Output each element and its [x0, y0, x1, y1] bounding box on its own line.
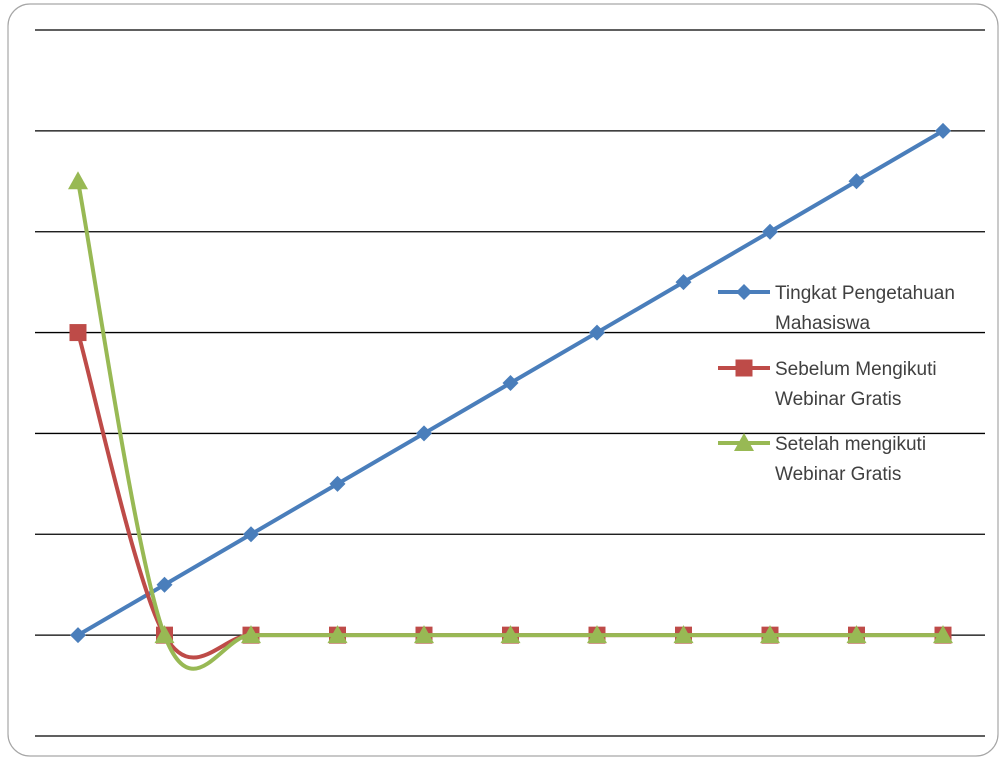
legend-label: Sebelum Mengikuti	[775, 359, 937, 380]
point-triangle	[673, 625, 694, 644]
point-square	[735, 359, 753, 377]
point-triangle	[68, 171, 88, 190]
point-diamond	[736, 284, 752, 300]
series-triangle	[68, 171, 953, 671]
point-triangle	[734, 433, 754, 451]
point-diamond	[329, 475, 346, 492]
series-diamond	[70, 122, 951, 644]
series-layer	[68, 122, 953, 671]
point-diamond	[416, 425, 432, 442]
legend-entry: Sebelum Mengikuti Webinar Gratis	[718, 359, 937, 410]
legend-entry: Tingkat Pengetahuan Mahasiswa	[718, 283, 955, 334]
point-triangle	[587, 625, 607, 644]
point-diamond	[502, 375, 519, 391]
legend-label: Webinar Gratis	[775, 464, 901, 485]
legend-entry: Setelah mengikuti Webinar Gratis	[718, 433, 926, 485]
point-diamond	[70, 627, 86, 644]
point-diamond	[848, 173, 865, 190]
point-diamond	[589, 324, 605, 341]
legend-label: Webinar Gratis	[775, 389, 901, 410]
point-triangle	[154, 625, 175, 644]
point-triangle	[327, 625, 348, 644]
point-diamond	[762, 223, 778, 240]
legend-label: Setelah mengikuti	[775, 434, 926, 455]
legend-label: Tingkat Pengetahuan	[775, 283, 955, 304]
point-triangle	[500, 625, 521, 644]
point-diamond	[156, 576, 173, 593]
point-triangle	[414, 625, 434, 644]
point-diamond	[935, 122, 951, 139]
point-triangle	[760, 625, 780, 644]
point-diamond	[675, 274, 692, 291]
legend: Tingkat Pengetahuan Mahasiswa Sebelum Meng…	[718, 283, 955, 485]
legend-label: Mahasiswa	[775, 313, 870, 334]
point-triangle	[933, 625, 953, 644]
chart-frame	[7, 3, 999, 757]
point-diamond	[243, 526, 259, 543]
point-triangle	[846, 625, 867, 644]
point-triangle	[241, 625, 261, 644]
point-square	[69, 324, 87, 342]
